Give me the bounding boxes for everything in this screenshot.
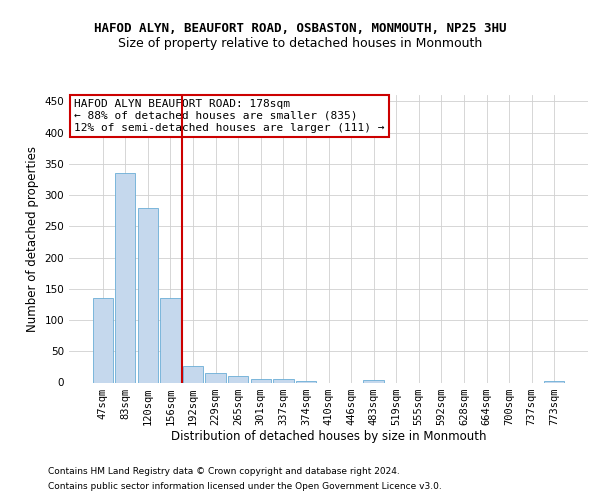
Bar xyxy=(251,379,271,382)
Bar xyxy=(138,208,158,382)
Bar xyxy=(183,366,203,382)
Bar xyxy=(296,380,316,382)
Y-axis label: Number of detached properties: Number of detached properties xyxy=(26,146,39,332)
Text: Contains public sector information licensed under the Open Government Licence v3: Contains public sector information licen… xyxy=(48,482,442,491)
Bar xyxy=(228,376,248,382)
Text: Size of property relative to detached houses in Monmouth: Size of property relative to detached ho… xyxy=(118,38,482,51)
Bar xyxy=(205,373,226,382)
Bar xyxy=(160,298,181,382)
Text: Contains HM Land Registry data © Crown copyright and database right 2024.: Contains HM Land Registry data © Crown c… xyxy=(48,467,400,476)
Bar xyxy=(115,173,136,382)
Text: HAFOD ALYN, BEAUFORT ROAD, OSBASTON, MONMOUTH, NP25 3HU: HAFOD ALYN, BEAUFORT ROAD, OSBASTON, MON… xyxy=(94,22,506,36)
Bar xyxy=(92,298,113,382)
Text: HAFOD ALYN BEAUFORT ROAD: 178sqm
← 88% of detached houses are smaller (835)
12% : HAFOD ALYN BEAUFORT ROAD: 178sqm ← 88% o… xyxy=(74,100,385,132)
Bar xyxy=(273,380,293,382)
Bar xyxy=(364,380,384,382)
X-axis label: Distribution of detached houses by size in Monmouth: Distribution of detached houses by size … xyxy=(171,430,486,444)
Bar xyxy=(544,380,565,382)
